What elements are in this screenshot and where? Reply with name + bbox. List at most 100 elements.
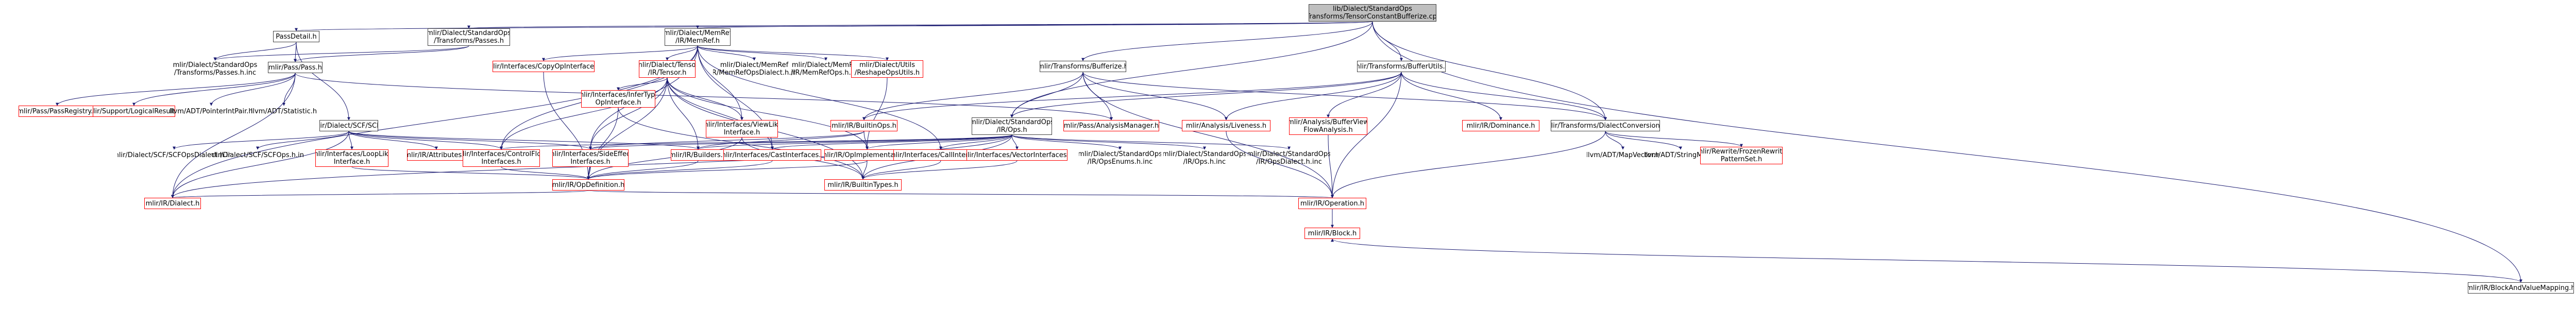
bufferutils-node[interactable]: mlir/Transforms/BufferUtils.h (1357, 61, 1446, 72)
op-definition-node[interactable]: mlir/IR/OpDefinition.h (552, 179, 624, 191)
map-vector-node[interactable]: llvm/ADT/MapVector.h (1587, 151, 1659, 159)
edge-scf-to-controlflow (348, 131, 503, 150)
dominance-node[interactable]: mlir/IR/Dominance.h (1462, 120, 1539, 131)
call-interfaces-node[interactable]: mlir/Interfaces/CallInterfaces.h (893, 149, 988, 161)
std-ops-node[interactable]: mlir/Dialect/StandardOps /IR/Ops.h (972, 117, 1052, 135)
looplike-interface-node[interactable]: mlir/Interfaces/LoopLike Interface.h (315, 149, 388, 167)
edge-std_ops-to-sideeffect (589, 134, 1012, 150)
frozen-rewrite-pattern-set-node[interactable]: mlir/Rewrite/FrozenRewrite PatternSet.h (1700, 147, 1783, 164)
edge-looplike-to-opdefinition (351, 166, 590, 180)
edge-infertype-to-opdefinition (587, 107, 619, 180)
edge-tensor-to-builders (667, 77, 700, 150)
edge-std_ops-to-castinterfaces (771, 134, 1012, 150)
edge-tensor-to-viewlike (667, 77, 743, 121)
scf-node[interactable]: mlir/Dialect/SCF/SCF.h (319, 120, 378, 131)
cast-interfaces-node[interactable]: mlir/Interfaces/CastInterfaces.h (723, 149, 821, 161)
infertype-interface-node[interactable]: mlir/Interfaces/InferType OpInterface.h (581, 90, 655, 108)
dialect-node[interactable]: mlir/IR/Dialect.h (144, 198, 201, 209)
memref-ops-inc-node[interactable]: mlir/Dialect/MemRef /IR/MemRefOps.h.inc (791, 61, 861, 77)
builders-node[interactable]: mlir/IR/Builders.h (671, 149, 725, 161)
edge-std_ops-to-builders (697, 134, 1012, 150)
edge-scf-to-attributes (348, 131, 438, 150)
copyop-interface-node[interactable]: mlir/Interfaces/CopyOpInterface.h (493, 61, 595, 72)
std-ops-inc-node[interactable]: mlir/Dialect/StandardOps /IR/Ops.h.inc (1163, 150, 1246, 166)
edge-memref-to-viewlike (697, 45, 743, 121)
edge-root-to-bufferutils (1372, 21, 1403, 61)
block-node[interactable]: mlir/IR/Block.h (1304, 228, 1360, 239)
edge-pass-to-passanalysis (295, 73, 1113, 121)
edge-bufferutils-to-dialectconversion (1401, 72, 1607, 121)
builtin-types-node[interactable]: mlir/IR/BuiltinTypes.h (824, 179, 902, 191)
edge-vectorinterfaces-to-builtintypes (861, 160, 1018, 180)
attributes-node[interactable]: mlir/IR/Attributes.h (407, 149, 466, 161)
edge-reshapeutils-to-opimpl (866, 77, 888, 150)
passdetail-node[interactable]: PassDetail.h (273, 31, 319, 42)
edge-builtinops-to-sideeffect (589, 131, 865, 150)
bufferview-flow-analysis-node[interactable]: mlir/Analysis/BufferView FlowAnalysis.h (1289, 117, 1367, 135)
pointer-int-pair-node[interactable]: llvm/ADT/PointerIntPair.h (170, 107, 252, 115)
edge-dialectconversion-to-stringmap (1605, 131, 1682, 150)
edge-builders-to-opdefinition (587, 160, 699, 180)
edge-dialectconversion-to-mapvector (1605, 131, 1624, 150)
logical-result-node[interactable]: mlir/Support/LogicalResult.h (93, 106, 175, 117)
scf-ops-dialect-inc-node[interactable]: mlir/Dialect/SCF/SCFOpsDialect.h.inc (117, 151, 231, 159)
edge-tensor-to-sideeffect (589, 77, 668, 150)
std-opsdialect-inc-node[interactable]: mlir/Dialect/StandardOps /IR/OpsDialect.… (1248, 150, 1330, 166)
bufferize-node[interactable]: mlir/Transforms/Bufferize.h (1040, 61, 1126, 72)
vector-interfaces-node[interactable]: mlir/Interfaces/VectorInterfaces.h (967, 149, 1067, 161)
std-transforms-passes-node[interactable]: mlir/Dialect/StandardOps /Transforms/Pas… (428, 28, 510, 46)
edge-bufferutils-to-bufferviewflow (1327, 72, 1402, 118)
edge-liveness-to-operation (1226, 131, 1334, 198)
edge-std_ops-to-opimpl (866, 134, 1012, 150)
edge-memref-to-copyop (542, 45, 698, 61)
std-opsenums-inc-node[interactable]: mlir/Dialect/StandardOps /IR/OpsEnums.h.… (1079, 150, 1161, 166)
edge-bufferutils-to-operation (1331, 72, 1402, 198)
edge-opdefinition-to-dialect (171, 190, 589, 198)
builtin-ops-node[interactable]: mlir/IR/BuiltinOps.h (831, 120, 897, 131)
edge-bufferize-to-dialectconversion (1082, 72, 1607, 121)
statistic-node[interactable]: llvm/ADT/Statistic.h (250, 107, 317, 115)
edge-opimpl-to-builtintypes (861, 160, 868, 180)
edge-std_ops-to-std_ops_inc (1011, 134, 1206, 150)
edge-bufferutils-to-dominance (1401, 72, 1502, 121)
edge-std_ops-to-callinterfaces (939, 134, 1012, 150)
edge-std_ops-to-std_opsdialect_inc (1011, 134, 1291, 150)
edge-blockandvalue-to-block (1331, 238, 2521, 283)
pass-registry-node[interactable]: mlir/Pass/PassRegistry.h (19, 106, 96, 117)
edge-memref-to-tensor (666, 45, 698, 61)
op-implementation-node[interactable]: mlir/IR/OpImplementation.h (824, 149, 910, 161)
root-file-node[interactable]: lib/Dialect/StandardOps /Transforms/Tens… (1309, 4, 1436, 22)
edge-dialectconversion-to-frozenrewrite (1605, 131, 1743, 147)
std-passes-inc-node[interactable]: mlir/Dialect/StandardOps /Transforms/Pas… (173, 61, 258, 77)
edge-bufferutils-to-liveness (1225, 72, 1402, 121)
edge-std_ops-to-vectorinterfaces (1011, 134, 1019, 150)
dialect-conversion-node[interactable]: mlir/Transforms/DialectConversion.h (1551, 120, 1660, 131)
string-map-node[interactable]: llvm/ADT/StringMap.h (1645, 151, 1717, 159)
viewlike-interface-node[interactable]: mlir/Interfaces/ViewLike Interface.h (706, 120, 778, 138)
edge-controlflow-to-opdefinition (501, 166, 590, 180)
operation-node[interactable]: mlir/IR/Operation.h (1298, 198, 1366, 209)
edge-scf-to-builders (348, 131, 700, 150)
edge-pass-to-logicalresult (132, 73, 296, 106)
edge-root-to-blockandvalue (1372, 21, 2522, 283)
liveness-node[interactable]: mlir/Analysis/Liveness.h (1182, 120, 1270, 131)
edge-tensor-to-opimpl (667, 77, 869, 150)
edge-memref-to-callinterfaces (697, 45, 942, 150)
edge-opimpl-to-opdefinition (587, 160, 868, 180)
edge-std_ops-to-controlflow (500, 134, 1012, 150)
sideeffect-interfaces-node[interactable]: mlir/Interfaces/SideEffect Interfaces.h (552, 149, 629, 167)
reshape-ops-utils-node[interactable]: mlir/Dialect/Utils /ReshapeOpsUtils.h (851, 60, 923, 78)
edge-std_ops-to-std_openums (1011, 134, 1122, 150)
blockandvalue-mapping-node[interactable]: mlir/IR/BlockAndValueMapping.h (2468, 282, 2574, 294)
edge-castinterfaces-to-opdefinition (587, 160, 773, 180)
memref-node[interactable]: mlir/Dialect/MemRef /IR/MemRef.h (665, 28, 731, 46)
controlflow-interfaces-node[interactable]: mlir/Interfaces/ControlFlow Interfaces.h (463, 149, 540, 167)
memref-dialect-inc-node[interactable]: mlir/Dialect/MemRef /IR/MemRefOpsDialect… (713, 61, 795, 77)
edge-bufferize-to-passanalysis (1082, 72, 1113, 121)
pass-node[interactable]: mlir/Pass/Pass.h (268, 62, 323, 73)
analysis-manager-node[interactable]: mlir/Pass/AnalysisManager.h (1063, 120, 1159, 131)
edge-memref-to-memref_ops_inc (697, 45, 827, 61)
tensor-node[interactable]: mlir/Dialect/Tensor /IR/Tensor.h (639, 60, 696, 78)
scf-ops-inc-node[interactable]: mlir/Dialect/SCF/SCFOps.h.inc (211, 151, 304, 159)
